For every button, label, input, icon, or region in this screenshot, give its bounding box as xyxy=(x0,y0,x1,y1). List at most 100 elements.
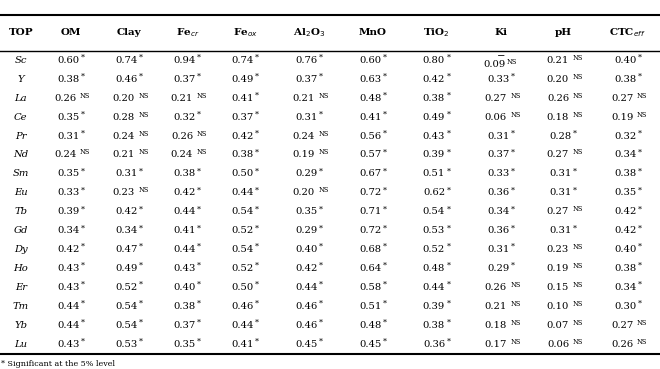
Text: *: * xyxy=(81,130,84,138)
Text: NS: NS xyxy=(319,130,329,138)
Text: *: * xyxy=(81,262,84,270)
Text: 0.40: 0.40 xyxy=(295,245,317,254)
Text: 0.94: 0.94 xyxy=(174,56,196,65)
Text: *: * xyxy=(383,281,387,289)
Text: NS: NS xyxy=(139,92,148,100)
Text: 0.35: 0.35 xyxy=(614,188,636,197)
Text: NS: NS xyxy=(139,148,148,156)
Text: 0.54: 0.54 xyxy=(232,207,254,216)
Text: 0.31: 0.31 xyxy=(57,132,79,141)
Text: 0.21: 0.21 xyxy=(292,94,315,103)
Text: *: * xyxy=(255,73,259,81)
Text: 0.34: 0.34 xyxy=(115,226,137,235)
Text: 0.33: 0.33 xyxy=(487,75,510,84)
Text: *: * xyxy=(139,73,143,81)
Text: 0.40: 0.40 xyxy=(614,56,636,65)
Text: Yb: Yb xyxy=(15,321,27,330)
Text: *: * xyxy=(81,111,84,118)
Text: 0.42: 0.42 xyxy=(57,245,79,254)
Text: *: * xyxy=(383,338,387,346)
Text: NS: NS xyxy=(573,243,583,251)
Text: 0.40: 0.40 xyxy=(614,245,636,254)
Text: NS: NS xyxy=(139,111,148,118)
Text: 0.47: 0.47 xyxy=(115,245,137,254)
Text: 0.42: 0.42 xyxy=(174,188,196,197)
Text: 0.41: 0.41 xyxy=(359,113,381,122)
Text: TiO$_2$: TiO$_2$ xyxy=(423,26,450,39)
Text: 0.24: 0.24 xyxy=(171,151,193,159)
Text: *: * xyxy=(81,205,84,213)
Text: *: * xyxy=(319,243,323,251)
Text: NS: NS xyxy=(139,186,148,194)
Text: 0.31: 0.31 xyxy=(549,226,572,235)
Text: NS: NS xyxy=(637,338,647,346)
Text: *: * xyxy=(319,224,323,232)
Text: *: * xyxy=(139,262,143,270)
Text: *: * xyxy=(383,168,387,175)
Text: 0.53: 0.53 xyxy=(423,226,445,235)
Text: *: * xyxy=(197,205,201,213)
Text: 0.37: 0.37 xyxy=(296,75,317,84)
Text: *: * xyxy=(383,300,387,308)
Text: *: * xyxy=(573,186,577,194)
Text: NS: NS xyxy=(510,111,521,118)
Text: 0.28: 0.28 xyxy=(550,132,572,141)
Text: *: * xyxy=(139,338,143,346)
Text: 0.38: 0.38 xyxy=(614,75,636,84)
Text: *: * xyxy=(197,281,201,289)
Text: *: * xyxy=(255,243,259,251)
Text: *: * xyxy=(197,243,201,251)
Text: Ho: Ho xyxy=(13,264,28,273)
Text: 0.56: 0.56 xyxy=(359,132,381,141)
Text: 0.44: 0.44 xyxy=(295,283,317,292)
Text: *: * xyxy=(573,168,577,175)
Text: *: * xyxy=(139,168,143,175)
Text: NS: NS xyxy=(573,54,583,62)
Text: 0.44: 0.44 xyxy=(174,207,196,216)
Text: 0.37: 0.37 xyxy=(174,75,196,84)
Text: *: * xyxy=(446,168,451,175)
Text: *: * xyxy=(383,92,387,100)
Text: NS: NS xyxy=(197,92,207,100)
Text: *: * xyxy=(383,130,387,138)
Text: *: * xyxy=(197,262,201,270)
Text: 0.44: 0.44 xyxy=(422,283,446,292)
Text: *: * xyxy=(81,338,84,346)
Text: *: * xyxy=(446,148,451,156)
Text: 0.51: 0.51 xyxy=(423,169,445,179)
Text: *: * xyxy=(573,224,577,232)
Text: Fe$_{cr}$: Fe$_{cr}$ xyxy=(176,26,199,39)
Text: 0.64: 0.64 xyxy=(359,264,381,273)
Text: *: * xyxy=(511,168,515,175)
Text: 0.36: 0.36 xyxy=(487,226,510,235)
Text: 0.26: 0.26 xyxy=(547,94,569,103)
Text: 0.27: 0.27 xyxy=(611,321,634,330)
Text: *: * xyxy=(446,205,451,213)
Text: 0.40: 0.40 xyxy=(174,283,196,292)
Text: 0.44: 0.44 xyxy=(57,302,79,311)
Text: *: * xyxy=(255,338,259,346)
Text: *: * xyxy=(197,73,201,81)
Text: 0.43: 0.43 xyxy=(423,132,445,141)
Text: 0.42: 0.42 xyxy=(232,132,254,141)
Text: 0.31: 0.31 xyxy=(487,245,510,254)
Text: *: * xyxy=(139,243,143,251)
Text: *: * xyxy=(255,205,259,213)
Text: *: * xyxy=(383,73,387,81)
Text: *: * xyxy=(383,243,387,251)
Text: *: * xyxy=(446,243,451,251)
Text: 0.06: 0.06 xyxy=(484,113,507,122)
Text: *: * xyxy=(446,224,451,232)
Text: 0.44: 0.44 xyxy=(57,321,79,330)
Text: *: * xyxy=(81,54,84,62)
Text: *: * xyxy=(81,168,84,175)
Text: *: * xyxy=(197,338,201,346)
Text: 0.31: 0.31 xyxy=(549,169,572,179)
Text: *: * xyxy=(511,262,515,270)
Text: 0.50: 0.50 xyxy=(232,169,254,179)
Text: 0.18: 0.18 xyxy=(546,113,569,122)
Text: *: * xyxy=(81,300,84,308)
Text: 0.54: 0.54 xyxy=(115,321,137,330)
Text: 0.36: 0.36 xyxy=(423,340,445,349)
Text: 0.20: 0.20 xyxy=(547,75,569,84)
